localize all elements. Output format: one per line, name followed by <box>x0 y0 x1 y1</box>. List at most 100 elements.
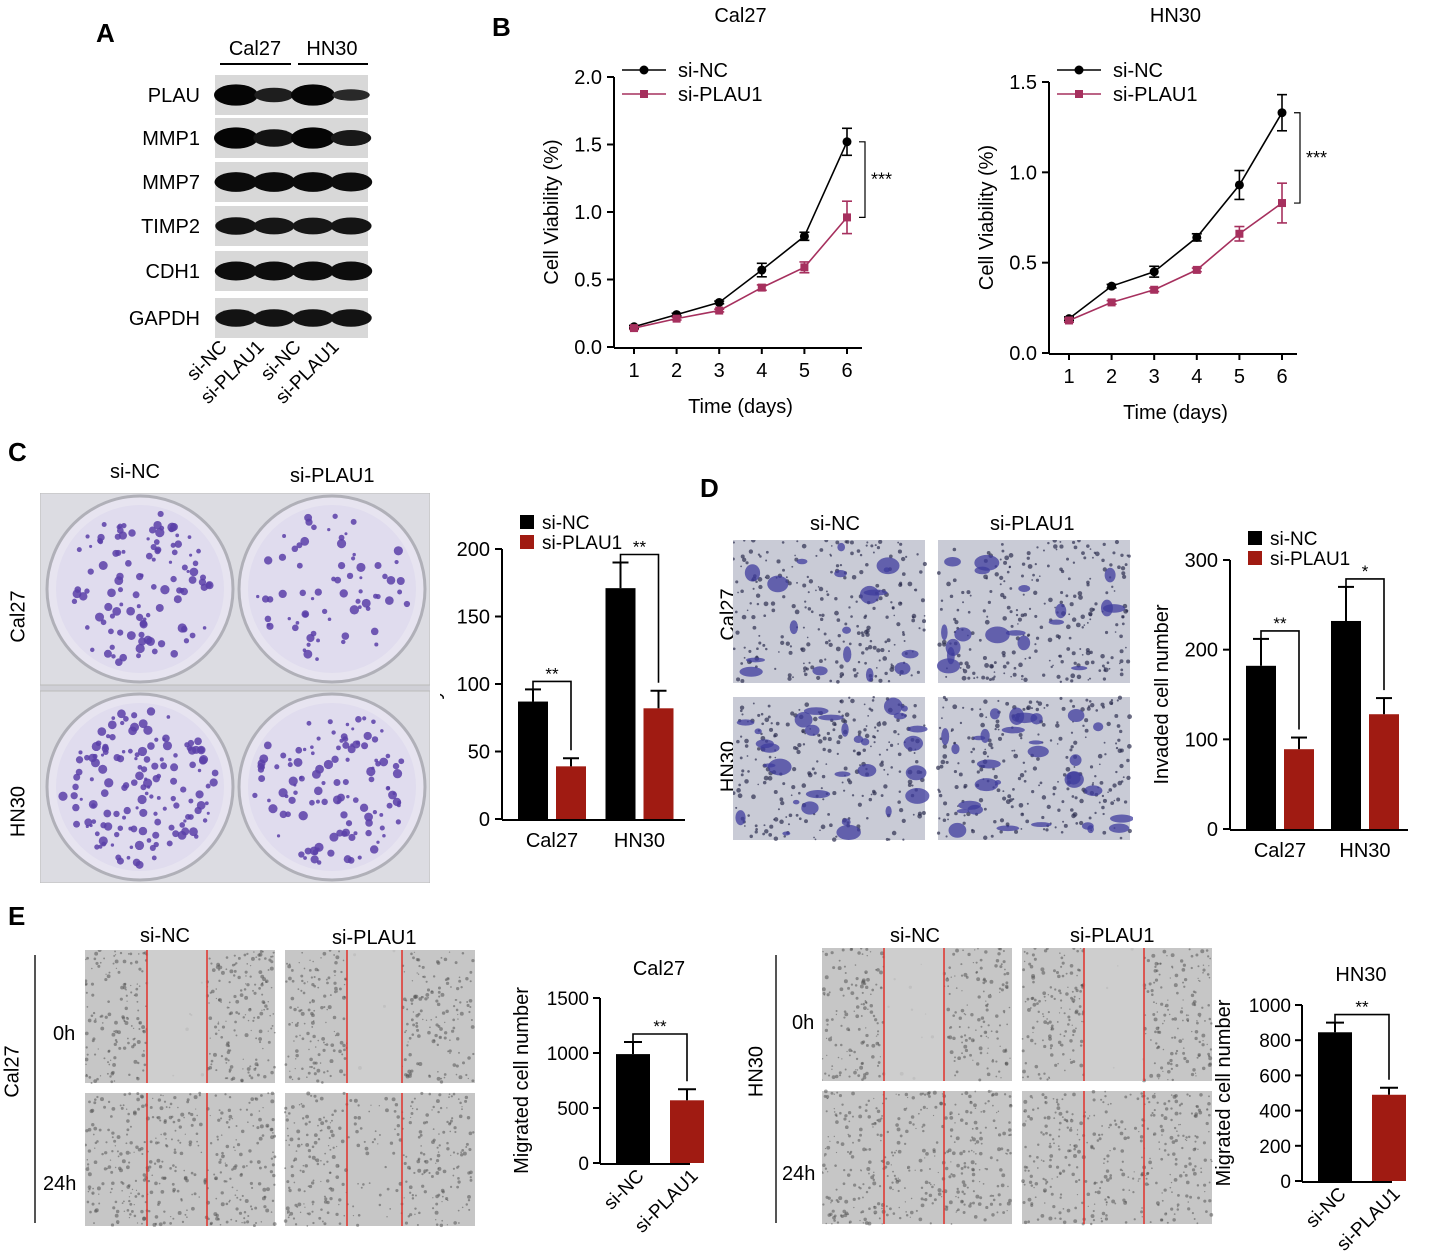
cell-speck <box>286 1210 290 1214</box>
membrane-pore <box>743 656 746 659</box>
cell-speck <box>452 1005 456 1008</box>
membrane-pore <box>754 824 758 828</box>
cell-speck <box>839 1074 842 1077</box>
cell-speck <box>215 988 218 990</box>
colony-dot <box>291 624 299 632</box>
cell-speck <box>464 1099 468 1103</box>
membrane-pore <box>856 672 859 675</box>
bar-si-nc <box>616 1054 650 1163</box>
cell-speck <box>191 1193 193 1196</box>
cell-speck <box>1036 1107 1040 1110</box>
membrane-pore <box>858 642 862 647</box>
membrane-pore <box>1023 677 1028 682</box>
cell-speck <box>326 981 329 985</box>
cell-speck <box>209 1221 213 1225</box>
cell-speck <box>302 991 306 995</box>
cell-speck <box>1037 1073 1041 1076</box>
cell-speck <box>1109 1102 1112 1105</box>
membrane-pore <box>834 610 839 616</box>
colony-dot <box>371 719 376 725</box>
cell-speck <box>272 1222 277 1226</box>
colony-dot <box>321 608 328 615</box>
membrane-pore <box>806 636 809 639</box>
membrane-pore <box>859 764 862 767</box>
cell-speck <box>456 1152 459 1155</box>
cell-speck <box>1127 1176 1130 1178</box>
cell-speck <box>888 1186 893 1190</box>
membrane-pore <box>887 679 891 683</box>
cell-speck <box>91 993 95 997</box>
y-tick-label: 200 <box>1259 1137 1291 1158</box>
cell-speck <box>1145 1175 1147 1177</box>
cell-speck <box>435 960 440 964</box>
cell-speck <box>897 1179 901 1183</box>
membrane-pore <box>1088 700 1092 703</box>
cell-speck <box>1100 1180 1103 1184</box>
cell-speck <box>188 1140 193 1144</box>
cell-speck <box>1006 1152 1008 1155</box>
colony-dot <box>113 831 120 838</box>
x-tick-label: 2 <box>671 360 682 382</box>
data-point <box>843 213 851 222</box>
cell-speck <box>954 1074 957 1077</box>
cell-speck <box>822 1079 823 1081</box>
cell-speck <box>456 986 460 991</box>
membrane-pore <box>1021 674 1024 678</box>
cell-speck <box>322 1048 326 1052</box>
cell-speck <box>1032 1160 1036 1163</box>
cell-speck <box>365 1151 370 1156</box>
membrane-pore <box>832 791 837 796</box>
cell-speck <box>439 1027 443 1031</box>
membrane-pore <box>1090 702 1095 708</box>
cell-speck <box>435 1223 439 1226</box>
membrane-pore <box>1070 679 1074 683</box>
membrane-pore <box>1071 651 1076 656</box>
cell-speck <box>827 1136 830 1138</box>
cell-speck <box>439 1223 444 1228</box>
cell-speck <box>824 1153 827 1156</box>
cell-speck <box>837 966 842 971</box>
cell-speck <box>1056 1176 1059 1178</box>
membrane-pore <box>747 770 750 773</box>
colony-dot <box>166 840 173 847</box>
cell-speck <box>954 1056 956 1059</box>
membrane-pore <box>1071 540 1076 545</box>
cell-speck <box>153 1162 157 1165</box>
membrane-pore <box>1120 553 1124 557</box>
membrane-pore <box>1052 664 1054 667</box>
cell-speck <box>127 953 130 955</box>
cell-speck <box>168 1106 171 1109</box>
membrane-pore <box>762 780 767 785</box>
membrane-pore <box>968 648 972 651</box>
wound-field <box>85 1093 275 1226</box>
cell-speck <box>190 1123 194 1127</box>
cell-speck <box>1207 955 1210 958</box>
membrane-pore <box>1082 724 1085 728</box>
cell-speck <box>142 1069 145 1072</box>
cell-speck <box>1179 1174 1183 1178</box>
membrane-pore <box>816 760 819 763</box>
membrane-pore <box>1035 636 1040 640</box>
membrane-pore <box>1012 798 1015 801</box>
cell-speck <box>849 1168 853 1172</box>
membrane-pore <box>1080 614 1085 619</box>
cell-speck <box>155 1141 159 1145</box>
cell-speck <box>425 1120 429 1124</box>
membrane-pore <box>1121 571 1126 576</box>
cell-speck <box>1008 1121 1011 1124</box>
membrane-pore <box>1117 565 1121 570</box>
cell-speck <box>137 1107 140 1111</box>
membrane-pore <box>1123 800 1128 804</box>
cell-speck <box>870 1175 875 1180</box>
cell-speck <box>892 1154 895 1157</box>
cell-speck <box>92 1187 94 1190</box>
panel-a: A Cal27 HN30 PLAU MMP1 MMP7 TIMP2 CDH1 GAPDH … <box>0 0 430 440</box>
membrane-pore <box>741 614 747 620</box>
membrane-pore <box>945 760 949 764</box>
membrane-pore <box>1086 583 1090 587</box>
cell-speck <box>141 970 144 973</box>
cell-speck <box>414 1194 417 1197</box>
membrane-pore <box>859 569 864 575</box>
cell-speck <box>856 1069 859 1071</box>
cell-speck <box>314 1158 317 1161</box>
